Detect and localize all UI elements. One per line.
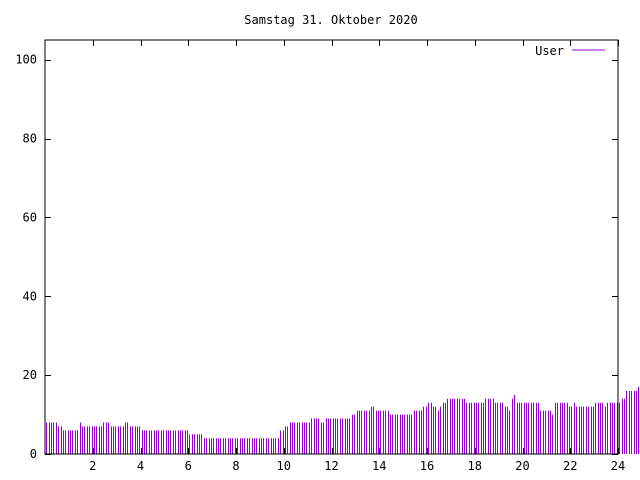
x-tick-label-24: 24 [611,459,625,473]
chart-title: Samstag 31. Oktober 2020 [244,13,417,27]
x-tick-label-4: 4 [137,459,144,473]
legend-label-user: User [535,44,564,58]
y-tick-label-100: 100 [15,53,37,67]
x-tick-label-22: 22 [563,459,577,473]
x-tick-label-6: 6 [185,459,192,473]
x-tick-label-12: 12 [324,459,338,473]
x-tick-label-10: 10 [277,459,291,473]
y-tick-label-20: 20 [23,368,37,382]
y-tick-label-60: 60 [23,210,37,224]
x-tick-label-14: 14 [372,459,386,473]
x-tick-label-20: 20 [515,459,529,473]
x-tick-label-8: 8 [232,459,239,473]
plot-frame [44,39,619,455]
y-tick-label-0: 0 [30,447,37,461]
x-tick-label-16: 16 [420,459,434,473]
x-tick-label-18: 18 [468,459,482,473]
legend: User [535,44,605,58]
y-tick-label-80: 80 [23,132,37,146]
x-tick-label-2: 2 [89,459,96,473]
y-tick-label-40: 40 [23,289,37,303]
series-user-bars [46,386,639,454]
